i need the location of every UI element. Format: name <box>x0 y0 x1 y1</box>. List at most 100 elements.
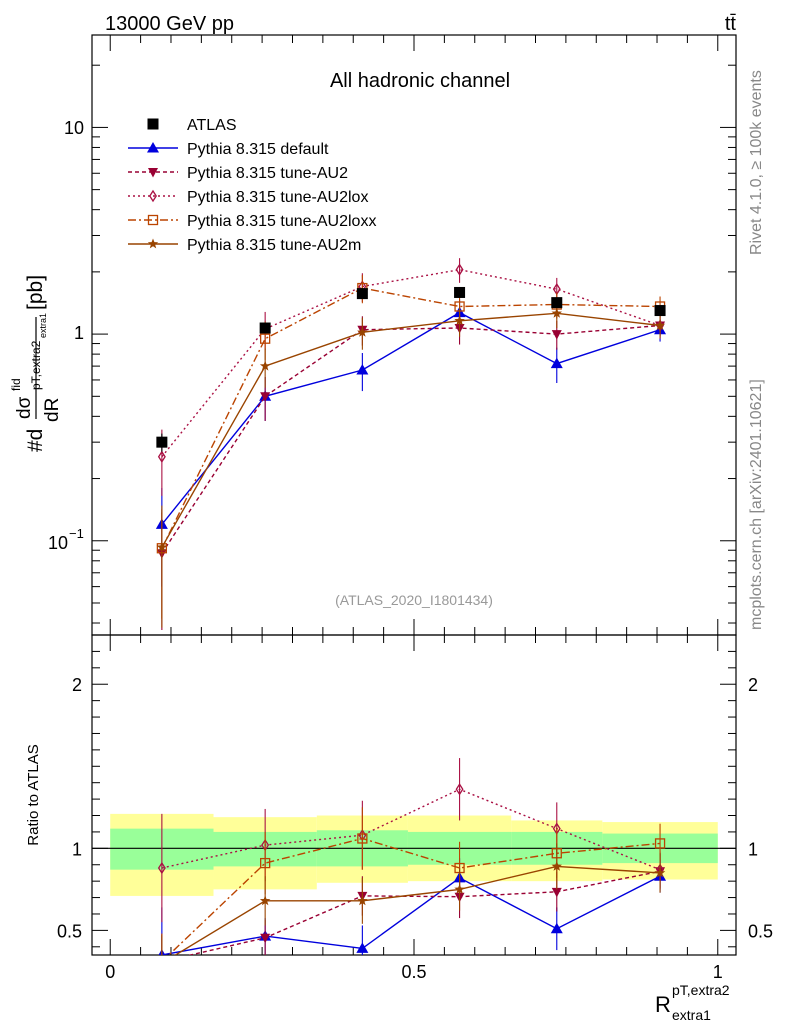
data-point <box>156 541 168 552</box>
legend-label: Pythia 8.315 tune-AU2loxx <box>187 213 376 230</box>
ytick-label-0.1: 10 <box>48 533 68 553</box>
xtick-label: 1 <box>713 962 723 982</box>
data-point <box>551 307 562 318</box>
ratio-point <box>550 922 563 934</box>
ratio-y-ticks <box>92 650 736 948</box>
series-pythia-8-315-tune-au2 <box>156 314 666 631</box>
ytick-label-0.1-exp: −1 <box>69 526 84 541</box>
ratio-frame <box>91 634 737 956</box>
legend-marker <box>147 214 159 226</box>
data-point <box>259 322 271 334</box>
legend-marker <box>147 238 159 249</box>
ratio-line <box>161 875 661 955</box>
legend-marker <box>148 168 158 178</box>
top-ylabel: #d dσ fid dR pT,extra2 extra1 [pb] <box>9 275 63 452</box>
ratio-point <box>259 895 271 906</box>
ratio-ylabel: Ratio to ATLAS <box>25 744 42 845</box>
top-series-group <box>155 258 667 631</box>
analysis-id: (ATLAS_2020_I1801434) <box>335 592 493 608</box>
xlabel-sup: pT,extra2 <box>672 982 730 998</box>
ratio-line <box>167 837 661 955</box>
ratio-point <box>157 957 166 966</box>
ylabel-numerator-sup: fid <box>9 378 23 391</box>
data-point <box>356 288 368 300</box>
legend-marker <box>147 118 159 130</box>
mcplots-label: mcplots.cern.ch [arXiv:2401.10621] <box>748 379 765 630</box>
ratio-point <box>157 958 167 968</box>
ratio-point <box>455 783 464 796</box>
legend-marker <box>149 189 157 203</box>
ratio-point <box>551 860 562 871</box>
ratio-pythia-8-315-tune-au2m <box>157 843 666 968</box>
ylabel-unit: [pb] <box>24 275 47 310</box>
data-point <box>157 450 166 463</box>
data-point <box>654 305 666 317</box>
legend: ATLAS Pythia 8.315 default Pythia 8.315 tu… <box>128 117 376 254</box>
ratio-ytick-label-left: 0.5 <box>57 921 82 941</box>
ratio-point <box>357 895 368 906</box>
chart-title: All hadronic channel <box>330 70 510 92</box>
legend-label: Pythia 8.315 tune-AU2m <box>187 237 361 254</box>
series-line <box>161 312 661 548</box>
data-point <box>454 315 465 326</box>
legend-label: Pythia 8.315 default <box>187 141 329 158</box>
data-point <box>260 392 271 402</box>
ratio-ytick-label-right: 0.5 <box>748 921 773 941</box>
data-point <box>551 297 563 309</box>
ratio-point <box>654 867 666 878</box>
xtick-label: 0.5 <box>401 962 426 982</box>
series-atlas <box>156 286 666 452</box>
ratio-point <box>454 883 465 894</box>
series-pythia-8-315-default <box>155 299 667 587</box>
data-point <box>356 364 369 375</box>
ratio-line <box>187 870 661 955</box>
ratio-point <box>157 861 166 875</box>
data-point <box>455 263 464 276</box>
series-line <box>161 287 661 549</box>
series-line <box>161 311 661 525</box>
legend-label: Pythia 8.315 tune-AU2lox <box>187 189 368 206</box>
ratio-bands <box>110 813 718 896</box>
top-ytick-labels: 10 1 10 −1 <box>48 118 84 553</box>
legend-label: Pythia 8.315 tune-AU2 <box>187 165 348 182</box>
ratio-point <box>551 887 562 898</box>
legend-label: ATLAS <box>187 117 237 134</box>
process-label: tt̄ <box>725 13 737 35</box>
data-point <box>260 333 271 344</box>
ratio-ytick-label-right: 1 <box>748 839 758 859</box>
ratio-ytick-label-left: 2 <box>72 675 82 695</box>
ylabel-denominator-sub: pT,extra2 <box>29 340 43 390</box>
ytick-label-1: 1 <box>74 323 84 343</box>
ylabel-denominator-subsub: extra1 <box>38 313 48 338</box>
top-y-ticks <box>92 64 736 624</box>
data-point <box>454 286 466 298</box>
data-point <box>551 330 562 340</box>
series-line <box>161 324 661 554</box>
ratio-point <box>157 958 168 968</box>
ratio-line <box>174 865 661 955</box>
x-ticks <box>109 35 719 955</box>
series-pythia-8-315-tune-au2m <box>156 300 666 628</box>
energy-label: 13000 GeV pp <box>105 13 234 35</box>
data-point <box>357 326 368 337</box>
ratio-point <box>260 933 271 944</box>
ratio-ytick-label-left: 1 <box>72 839 82 859</box>
ytick-label-10: 10 <box>64 118 84 138</box>
ratio-ytick-label-right: 2 <box>748 675 758 695</box>
series-pythia-8-315-tune-au2lox <box>157 258 665 496</box>
ratio-point <box>357 833 368 844</box>
ylabel-denominator: dR <box>42 398 63 422</box>
series-line <box>161 268 661 458</box>
xlabel: R pT,extra2 extra1 <box>655 982 730 1023</box>
ratio-point <box>260 857 271 869</box>
data-point <box>156 436 168 448</box>
ratio-point <box>654 838 666 849</box>
ylabel-numerator: dσ <box>14 396 35 419</box>
rivet-label: Rivet 4.1.0, ≥ 100k events <box>748 70 765 255</box>
xtick-label: 0 <box>105 962 115 982</box>
ratio-series-group <box>157 758 667 968</box>
data-point <box>654 320 666 330</box>
data-point <box>259 360 271 371</box>
ratio-point <box>356 942 369 953</box>
